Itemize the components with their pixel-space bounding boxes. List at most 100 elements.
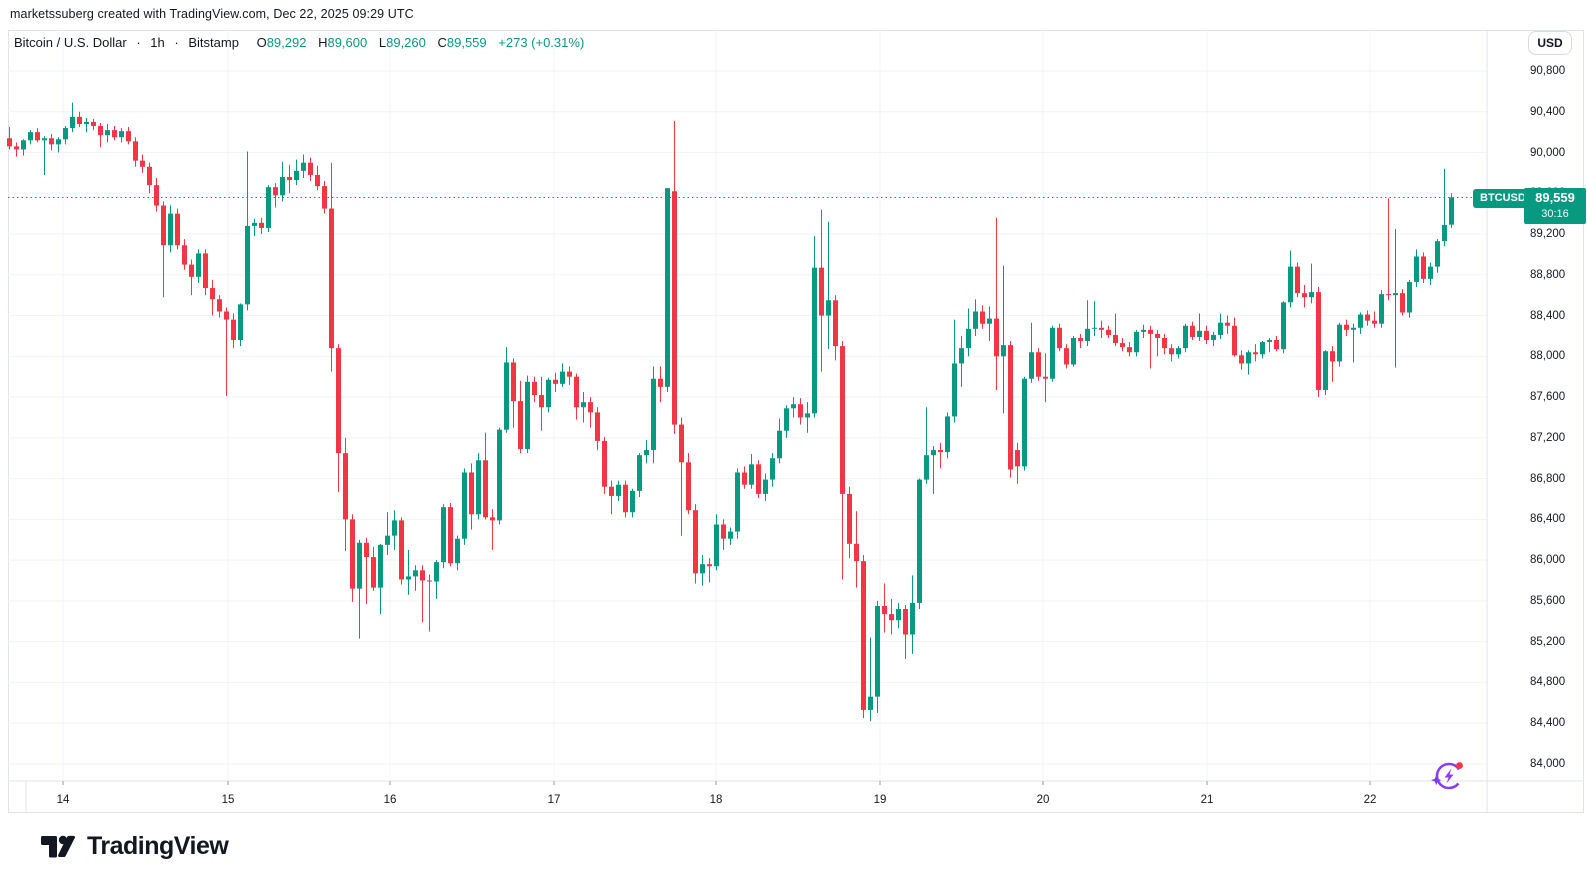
candle (539, 395, 544, 408)
candle (1295, 266, 1300, 294)
attribution-text: marketssuberg created with TradingView.c… (10, 7, 414, 21)
candle (1400, 293, 1405, 313)
candle (350, 519, 355, 589)
candle (476, 460, 481, 515)
candle (140, 160, 145, 167)
candle (833, 300, 838, 347)
candle (147, 166, 152, 186)
candle (175, 213, 180, 246)
candle (483, 460, 488, 518)
candle (1078, 337, 1083, 342)
candle (1330, 351, 1335, 362)
candle (1372, 320, 1377, 324)
candle (784, 408, 789, 431)
separator-dot: · (136, 35, 141, 50)
candle (56, 139, 61, 145)
low-letter: L (378, 35, 387, 50)
currency-usd-button[interactable]: USD (1528, 31, 1572, 55)
candle (1169, 348, 1174, 355)
candle (154, 185, 159, 206)
candle (532, 381, 537, 396)
price-axis-label: 89,200 (1530, 228, 1566, 241)
candle (1449, 197, 1454, 225)
candle (812, 267, 817, 414)
candle (588, 402, 593, 413)
candle (945, 416, 950, 453)
candle (1092, 327, 1097, 329)
candle (28, 132, 33, 141)
time-axis-label: 17 (547, 794, 561, 806)
candle (119, 131, 124, 138)
candle (952, 363, 957, 417)
candle (987, 318, 992, 324)
candle (735, 472, 740, 532)
price-axis-label: 90,400 (1530, 105, 1566, 118)
price-axis-label: 87,200 (1530, 431, 1566, 444)
candle (224, 311, 229, 320)
candle (777, 430, 782, 459)
candle (868, 696, 873, 710)
candle (1435, 241, 1440, 267)
candle (1141, 329, 1146, 332)
candle (1260, 342, 1265, 355)
candle (70, 116, 75, 129)
candle (770, 458, 775, 480)
candle (371, 557, 376, 588)
candle (98, 126, 103, 136)
price-axis-label: 88,400 (1530, 309, 1566, 322)
candle (931, 450, 936, 456)
candle (1015, 450, 1020, 467)
candle (511, 362, 516, 402)
candle (1393, 293, 1398, 296)
candle (525, 381, 530, 450)
candle (77, 116, 82, 124)
candle (469, 472, 474, 515)
candle (63, 128, 68, 140)
interval-label: 1h (150, 35, 165, 50)
candle (938, 450, 943, 453)
candle (679, 424, 684, 463)
candle (217, 299, 222, 312)
candle (1358, 314, 1363, 328)
candle (1043, 376, 1048, 379)
candle (91, 121, 96, 127)
candle (574, 376, 579, 408)
candle (1302, 293, 1307, 298)
candle (546, 379, 551, 408)
candle (1148, 329, 1153, 334)
bar-countdown: 30:16 (1541, 208, 1569, 220)
candle (1197, 330, 1202, 337)
candle (693, 510, 698, 574)
candle (609, 486, 614, 496)
candle (1323, 351, 1328, 390)
candle (1099, 327, 1104, 330)
time-axis[interactable]: 14 15 16 17 18 19 20 21 22 (8, 781, 1584, 813)
candle (959, 348, 964, 364)
candle (623, 484, 628, 513)
candle (763, 479, 768, 494)
price-axis[interactable]: 90,80090,40090,00089,60089,20088,80088,4… (1488, 30, 1584, 780)
candle (1379, 294, 1384, 324)
time-axis-label: 16 (383, 794, 397, 806)
candle (1351, 327, 1356, 330)
candle (651, 378, 656, 451)
candle (490, 517, 495, 521)
candle (343, 453, 348, 520)
candle (1190, 325, 1195, 337)
boost-icon[interactable] (1428, 757, 1468, 793)
change-value: +273 (+0.31%) (498, 35, 585, 50)
notification-dot-icon (1456, 762, 1463, 769)
time-axis-label: 20 (1036, 794, 1050, 806)
candle (560, 371, 565, 384)
price-axis-label: 84,000 (1530, 757, 1566, 770)
candle (1407, 281, 1412, 313)
candle (602, 440, 607, 487)
candle (966, 328, 971, 349)
symbol-name: Bitcoin / U.S. Dollar (14, 35, 127, 50)
candle (980, 311, 985, 324)
candle (1064, 348, 1069, 365)
candle (1085, 328, 1090, 342)
candle (273, 187, 278, 196)
tradingview-logo[interactable]: TradingView (40, 832, 229, 861)
